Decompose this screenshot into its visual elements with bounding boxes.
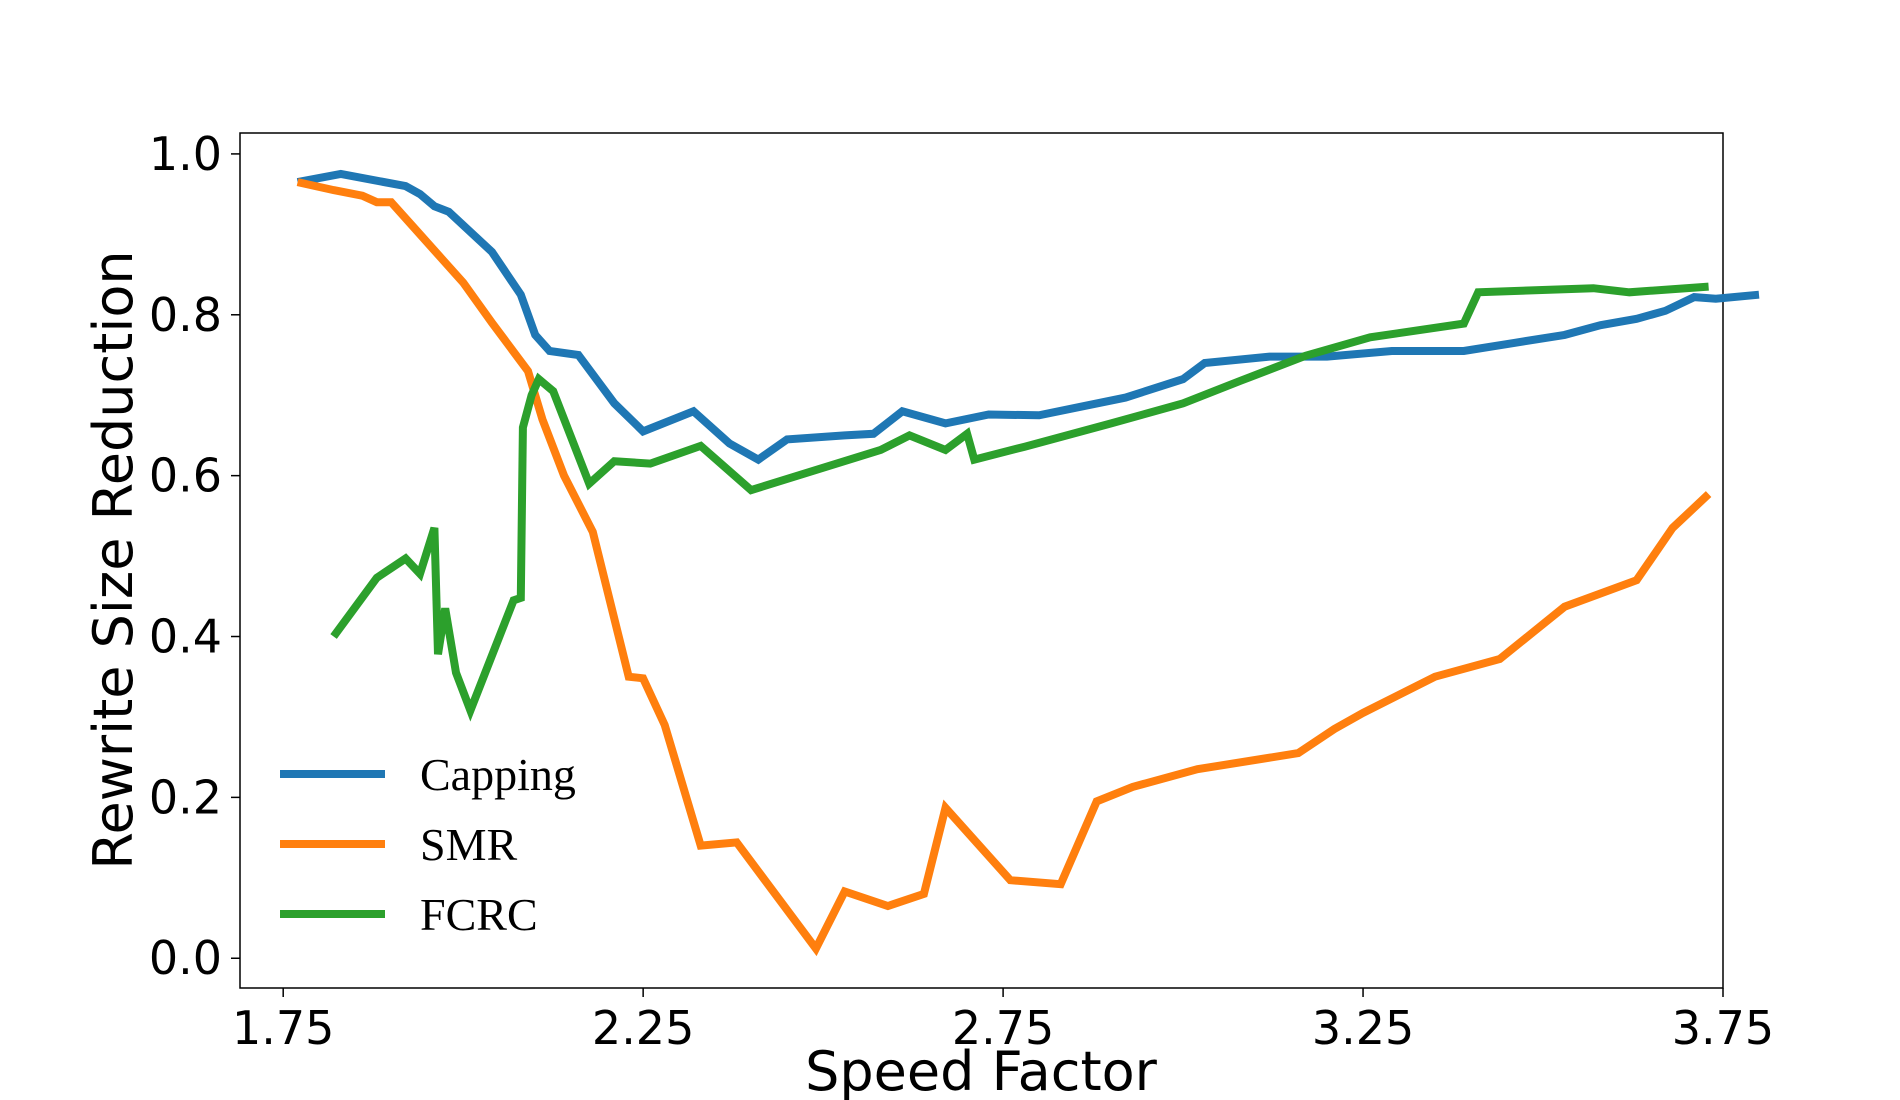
y-tick-label: 0.6 — [149, 449, 222, 503]
legend-label-capping: Capping — [420, 749, 576, 800]
y-tick-label: 0.0 — [149, 931, 222, 985]
y-axis: 0.0 0.2 0.4 0.6 0.8 1.0 — [149, 127, 240, 985]
series-line-fcrc — [330, 282, 1709, 722]
x-tick-label: 1.75 — [232, 1001, 334, 1055]
plot-frame — [239, 132, 1724, 989]
y-axis-title: Rewrite Size Reduction — [82, 250, 145, 869]
series-line-smr — [296, 178, 1712, 957]
legend: Capping SMR FCRC — [280, 749, 576, 940]
y-tick-label: 0.8 — [149, 288, 222, 342]
y-tick-label: 1.0 — [149, 127, 222, 181]
x-axis: 1.75 2.25 2.75 3.25 3.75 — [232, 988, 1774, 1055]
x-tick-label: 2.75 — [952, 1001, 1054, 1055]
legend-label-fcrc: FCRC — [420, 889, 538, 940]
series-lines — [296, 169, 1760, 957]
x-tick-label: 3.75 — [1672, 1001, 1774, 1055]
x-axis-title: Speed Factor — [805, 1040, 1158, 1100]
series-line-capping — [296, 169, 1760, 465]
x-tick-label: 3.25 — [1312, 1001, 1414, 1055]
y-tick-label: 0.4 — [149, 610, 222, 664]
legend-label-smr: SMR — [420, 819, 517, 870]
y-tick-label: 0.2 — [149, 770, 222, 824]
x-tick-label: 2.25 — [592, 1001, 694, 1055]
